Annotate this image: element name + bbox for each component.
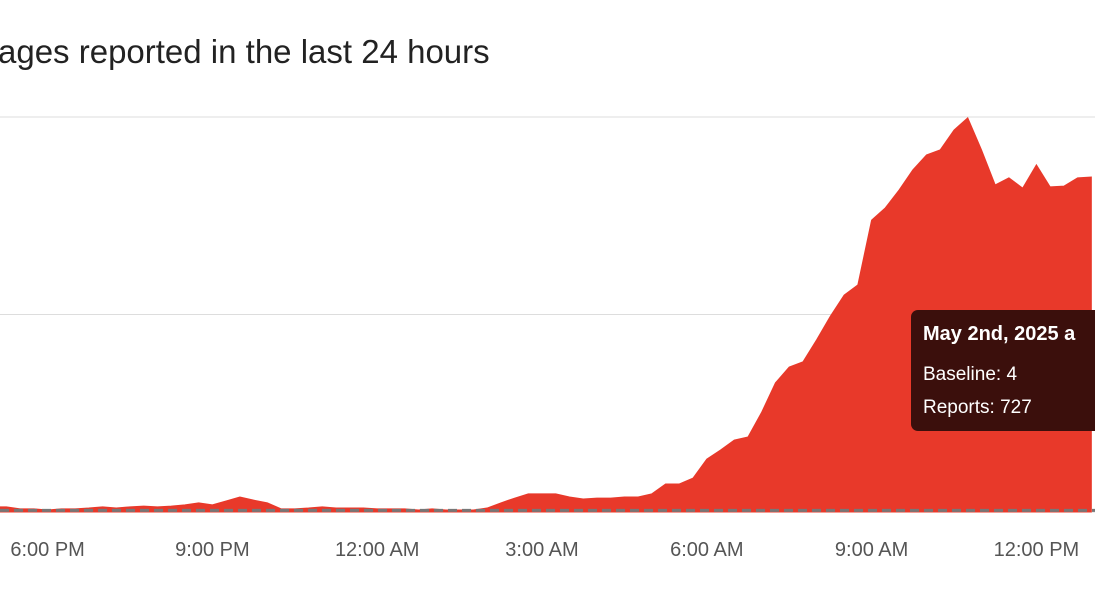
x-tick-label: 9:00 PM [175, 539, 249, 561]
x-tick-label: 6:00 AM [670, 539, 743, 561]
x-tick-label: 9:00 AM [835, 539, 908, 561]
x-tick-label: 3:00 AM [505, 539, 578, 561]
tooltip-line: Reports: 727 [923, 397, 1032, 418]
tooltip-box [911, 310, 1095, 431]
tooltip-line: Baseline: 4 [923, 364, 1017, 385]
chart-title: ages reported in the last 24 hours [0, 33, 490, 70]
x-tick-label: 12:00 AM [335, 539, 420, 561]
x-tick-label: 6:00 PM [10, 539, 84, 561]
tooltip-title: May 2nd, 2025 a [923, 323, 1076, 345]
reports-area [0, 116, 1092, 513]
x-tick-label: 12:00 PM [994, 539, 1080, 561]
tooltip: May 2nd, 2025 a Baseline: 4 Reports: 727 [911, 310, 1095, 431]
